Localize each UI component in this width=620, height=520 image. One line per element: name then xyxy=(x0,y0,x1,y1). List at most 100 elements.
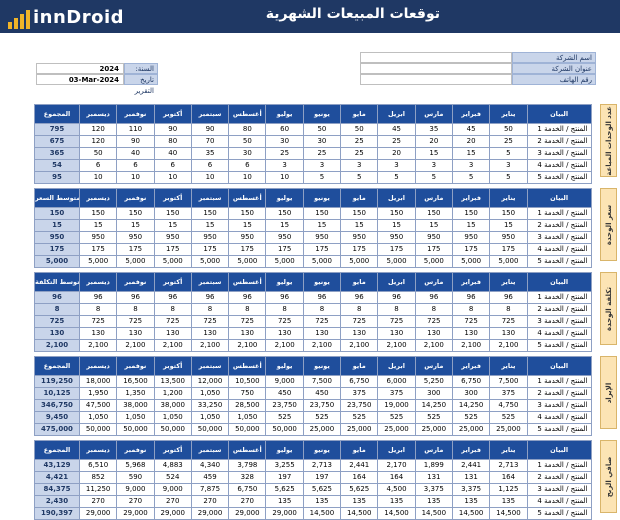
table-cell[interactable]: 725 xyxy=(414,315,453,328)
table-cell[interactable]: 5 xyxy=(340,171,379,184)
table-cell[interactable]: 2,100 xyxy=(265,339,304,352)
table-cell[interactable]: 23,750 xyxy=(265,399,304,412)
table-cell[interactable]: 30 xyxy=(265,135,304,148)
table-cell[interactable]: 50,000 xyxy=(78,423,118,436)
table-cell[interactable]: 60 xyxy=(265,123,304,136)
table-cell[interactable]: 50,000 xyxy=(190,423,230,436)
table-cell[interactable]: 38,000 xyxy=(116,399,155,412)
table-cell[interactable]: 12,000 xyxy=(190,375,230,388)
table-cell[interactable]: 50,000 xyxy=(228,423,267,436)
table-cell[interactable]: 150 xyxy=(190,207,230,220)
table-cell[interactable]: 25,000 xyxy=(414,423,453,436)
table-cell[interactable]: 2,100 xyxy=(302,339,342,352)
table-cell[interactable]: 270 xyxy=(153,495,192,508)
table-cell[interactable]: 164 xyxy=(377,471,416,484)
table-cell[interactable]: 2,100 xyxy=(377,339,416,352)
year-field[interactable]: 2024 xyxy=(36,63,124,74)
table-cell[interactable]: 725 xyxy=(78,315,118,328)
table-cell[interactable]: 270 xyxy=(190,495,230,508)
table-cell[interactable]: 3 xyxy=(340,159,379,172)
table-cell[interactable]: 96 xyxy=(340,291,379,304)
table-cell[interactable]: 35 xyxy=(414,123,453,136)
table-cell[interactable]: 130 xyxy=(116,327,155,340)
table-cell[interactable]: 25 xyxy=(265,147,304,160)
table-cell[interactable]: 96 xyxy=(228,291,267,304)
table-cell[interactable]: 5 xyxy=(302,171,342,184)
table-cell[interactable]: 525 xyxy=(489,411,528,424)
table-cell[interactable]: 130 xyxy=(340,327,379,340)
table-cell[interactable]: 2,441 xyxy=(340,459,379,472)
table-cell[interactable]: 8 xyxy=(489,303,528,316)
table-cell[interactable]: 5 xyxy=(489,147,528,160)
table-cell[interactable]: 175 xyxy=(414,243,453,256)
table-cell[interactable]: 2,100 xyxy=(228,339,267,352)
table-cell[interactable]: 130 xyxy=(78,327,118,340)
table-cell[interactable]: 2,713 xyxy=(302,459,342,472)
table-cell[interactable]: 197 xyxy=(302,471,342,484)
table-cell[interactable]: 23,750 xyxy=(340,399,379,412)
table-cell[interactable]: 135 xyxy=(340,495,379,508)
table-cell[interactable]: 950 xyxy=(228,231,267,244)
table-cell[interactable]: 450 xyxy=(265,387,304,400)
table-cell[interactable]: 525 xyxy=(302,411,342,424)
table-cell[interactable]: 525 xyxy=(451,411,491,424)
table-cell[interactable]: 150 xyxy=(414,207,453,220)
table-cell[interactable]: 950 xyxy=(302,231,342,244)
table-cell[interactable]: 150 xyxy=(228,207,267,220)
table-cell[interactable]: 50 xyxy=(228,135,267,148)
table-cell[interactable]: 96 xyxy=(302,291,342,304)
table-cell[interactable]: 2,100 xyxy=(489,339,528,352)
table-cell[interactable]: 70 xyxy=(190,135,230,148)
table-cell[interactable]: 175 xyxy=(451,243,491,256)
table-cell[interactable]: 725 xyxy=(489,315,528,328)
table-cell[interactable]: 175 xyxy=(78,243,118,256)
table-cell[interactable]: 1,050 xyxy=(190,387,230,400)
table-cell[interactable]: 5,000 xyxy=(414,255,453,268)
table-cell[interactable]: 5,000 xyxy=(153,255,192,268)
table-cell[interactable]: 80 xyxy=(153,135,192,148)
table-cell[interactable]: 2,100 xyxy=(190,339,230,352)
table-cell[interactable]: 15 xyxy=(190,219,230,232)
table-cell[interactable]: 18,000 xyxy=(78,375,118,388)
table-cell[interactable]: 175 xyxy=(340,243,379,256)
table-cell[interactable]: 725 xyxy=(340,315,379,328)
table-cell[interactable]: 40 xyxy=(116,147,155,160)
table-cell[interactable]: 25 xyxy=(340,135,379,148)
table-cell[interactable]: 525 xyxy=(414,411,453,424)
table-cell[interactable]: 96 xyxy=(377,291,416,304)
table-cell[interactable]: 7,500 xyxy=(489,375,528,388)
table-cell[interactable]: 15 xyxy=(116,219,155,232)
table-cell[interactable]: 375 xyxy=(489,387,528,400)
table-cell[interactable]: 10 xyxy=(190,171,230,184)
table-cell[interactable]: 15 xyxy=(451,147,491,160)
table-cell[interactable]: 1,125 xyxy=(489,483,528,496)
table-cell[interactable]: 130 xyxy=(451,327,491,340)
table-cell[interactable]: 459 xyxy=(190,471,230,484)
table-cell[interactable]: 450 xyxy=(302,387,342,400)
table-cell[interactable]: 96 xyxy=(451,291,491,304)
table-cell[interactable]: 8 xyxy=(302,303,342,316)
table-cell[interactable]: 110 xyxy=(116,123,155,136)
table-cell[interactable]: 1,350 xyxy=(116,387,155,400)
table-cell[interactable]: 725 xyxy=(302,315,342,328)
table-cell[interactable]: 950 xyxy=(116,231,155,244)
table-cell[interactable]: 19,000 xyxy=(377,399,416,412)
table-cell[interactable]: 950 xyxy=(414,231,453,244)
table-cell[interactable]: 150 xyxy=(153,207,192,220)
table-cell[interactable]: 30 xyxy=(302,135,342,148)
table-cell[interactable]: 16,500 xyxy=(116,375,155,388)
table-cell[interactable]: 5,000 xyxy=(377,255,416,268)
table-cell[interactable]: 5,000 xyxy=(451,255,491,268)
table-cell[interactable]: 8 xyxy=(78,303,118,316)
table-cell[interactable]: 96 xyxy=(190,291,230,304)
table-cell[interactable]: 25,000 xyxy=(302,423,342,436)
table-cell[interactable]: 6,750 xyxy=(340,375,379,388)
table-cell[interactable]: 7,875 xyxy=(190,483,230,496)
table-cell[interactable]: 150 xyxy=(451,207,491,220)
table-cell[interactable]: 197 xyxy=(265,471,304,484)
table-cell[interactable]: 45 xyxy=(377,123,416,136)
table-cell[interactable]: 150 xyxy=(340,207,379,220)
table-cell[interactable]: 25,000 xyxy=(451,423,491,436)
table-cell[interactable]: 96 xyxy=(153,291,192,304)
table-cell[interactable]: 40 xyxy=(153,147,192,160)
